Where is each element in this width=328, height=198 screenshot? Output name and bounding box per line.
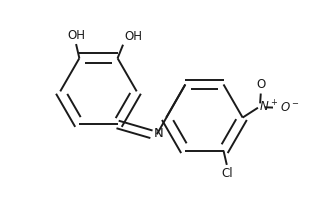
- Text: $O^-$: $O^-$: [280, 101, 299, 114]
- Text: OH: OH: [67, 29, 85, 42]
- Text: O: O: [256, 78, 265, 91]
- Text: Cl: Cl: [222, 167, 233, 180]
- Text: $N^+$: $N^+$: [259, 99, 278, 114]
- Text: OH: OH: [124, 30, 142, 43]
- Text: N: N: [154, 127, 164, 140]
